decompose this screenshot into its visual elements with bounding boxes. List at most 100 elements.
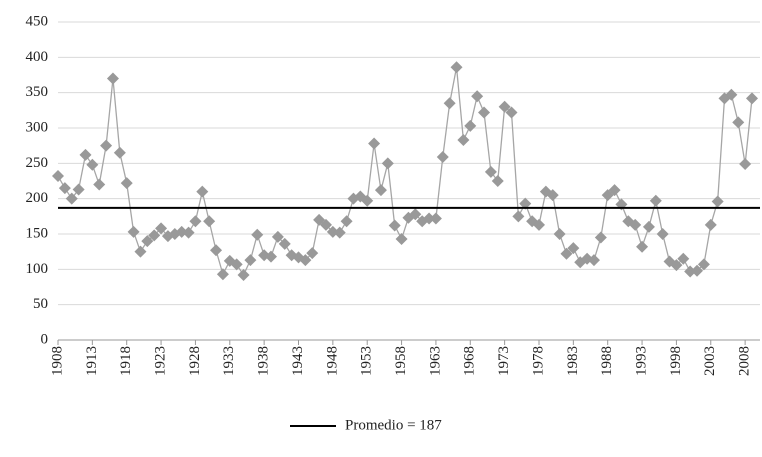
data-point	[203, 215, 216, 228]
data-point	[587, 254, 600, 267]
y-tick-label: 100	[26, 261, 49, 277]
data-point	[100, 139, 113, 152]
data-point	[244, 254, 257, 267]
y-tick-label: 150	[26, 225, 49, 241]
data-point	[340, 215, 353, 228]
data-point	[368, 137, 381, 150]
data-point	[106, 72, 119, 85]
data-point	[594, 231, 607, 244]
data-point	[491, 175, 504, 187]
x-tick-label: 1943	[290, 346, 306, 376]
data-point	[265, 250, 278, 263]
data-point	[58, 182, 71, 195]
data-point	[52, 170, 64, 183]
data-point	[381, 157, 394, 170]
data-point	[86, 158, 99, 171]
data-point	[189, 215, 202, 228]
data-point	[409, 208, 422, 221]
x-tick-label: 1948	[324, 346, 340, 376]
data-point	[670, 259, 683, 272]
data-point	[141, 235, 154, 248]
y-tick-label: 0	[41, 331, 49, 347]
x-tick-label: 1933	[221, 346, 237, 376]
data-point	[306, 247, 319, 260]
data-point	[237, 268, 250, 281]
data-point	[739, 158, 752, 171]
data-point	[395, 232, 408, 245]
data-point	[113, 146, 126, 159]
data-point	[532, 218, 545, 231]
data-point	[519, 197, 532, 210]
data-point	[450, 61, 463, 74]
data-point	[649, 194, 662, 207]
data-point	[155, 222, 168, 235]
data-point	[134, 245, 147, 258]
data-point	[271, 230, 284, 243]
data-point	[560, 247, 573, 260]
x-tick-label: 1923	[153, 346, 169, 376]
data-point	[299, 254, 312, 267]
data-point	[148, 229, 161, 242]
data-point	[512, 210, 525, 223]
x-tick-label: 1953	[359, 346, 375, 376]
data-point	[319, 218, 332, 231]
x-tick-label: 1908	[49, 346, 65, 376]
x-tick-label: 1928	[187, 346, 203, 376]
x-tick-label: 1993	[633, 346, 649, 376]
data-point	[251, 228, 264, 241]
y-tick-label: 200	[26, 190, 49, 206]
data-point	[546, 189, 559, 202]
x-tick-label: 1988	[599, 346, 615, 376]
data-point	[120, 177, 133, 190]
x-tick-label: 1938	[256, 346, 272, 376]
data-point	[285, 249, 298, 262]
x-tick-label: 1978	[530, 346, 546, 376]
data-point	[608, 184, 621, 197]
data-point	[216, 268, 229, 281]
data-point	[258, 249, 271, 262]
y-tick-label: 50	[33, 296, 48, 312]
data-point	[333, 226, 346, 239]
data-point	[567, 242, 580, 255]
data-point	[72, 183, 85, 196]
x-tick-label: 1963	[427, 346, 443, 376]
data-point	[127, 225, 140, 238]
x-tick-label: 1983	[565, 346, 581, 376]
y-tick-label: 250	[26, 155, 49, 171]
data-point	[230, 258, 243, 271]
data-point	[278, 237, 291, 250]
data-point	[684, 265, 697, 278]
data-point	[697, 258, 710, 271]
data-point	[505, 106, 518, 119]
y-tick-label: 450	[26, 13, 49, 29]
y-tick-label: 400	[26, 49, 49, 65]
data-point	[443, 97, 456, 110]
data-point	[423, 212, 436, 225]
data-point	[374, 184, 387, 197]
data-point	[210, 244, 223, 257]
data-point	[464, 119, 477, 132]
data-point	[93, 178, 106, 191]
data-point	[196, 185, 209, 198]
x-tick-label: 2003	[702, 346, 718, 376]
data-point	[471, 90, 484, 103]
data-point	[553, 228, 566, 240]
data-point	[457, 134, 470, 147]
data-point	[326, 225, 339, 238]
x-tick-label: 1913	[84, 346, 100, 376]
data-point	[725, 88, 738, 101]
data-point	[436, 150, 449, 163]
data-point	[711, 195, 724, 208]
x-tick-label: 1973	[496, 346, 512, 376]
data-point	[691, 264, 704, 277]
y-tick-label: 350	[26, 84, 49, 100]
x-tick-label: 1968	[462, 346, 478, 376]
x-tick-label: 1958	[393, 346, 409, 376]
data-point	[182, 226, 195, 239]
data-point	[629, 218, 642, 231]
data-point	[478, 106, 491, 119]
data-point	[498, 100, 511, 113]
data-point	[484, 165, 497, 178]
